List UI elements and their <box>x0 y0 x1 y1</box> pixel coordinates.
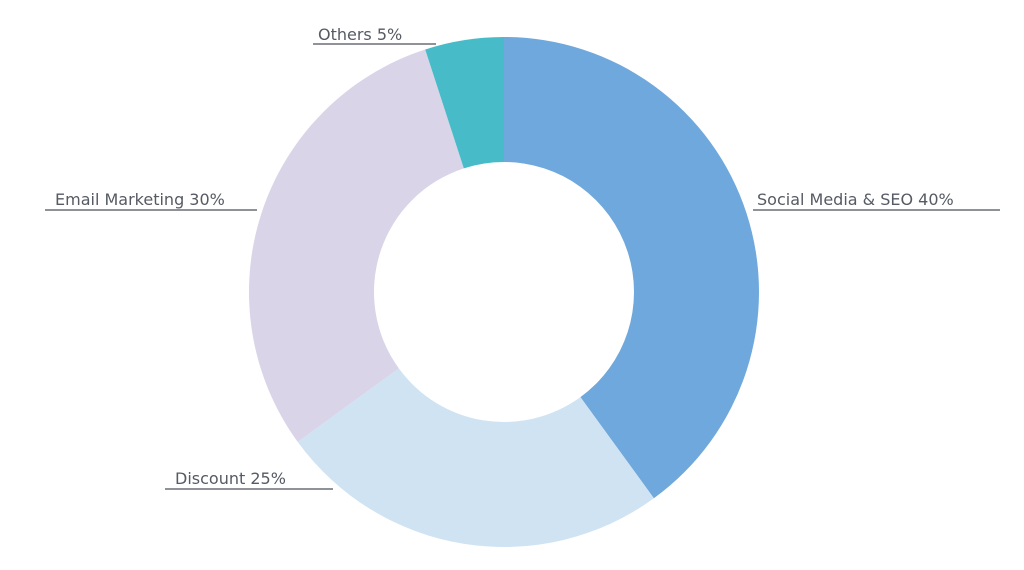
slice-others <box>425 37 504 169</box>
slice-label-discount: Discount 25% <box>175 469 286 488</box>
slice-social-media-seo <box>504 37 759 499</box>
slice-label-others: Others 5% <box>318 25 402 44</box>
labels-group: Social Media & SEO 40% Discount 25% Emai… <box>45 25 1000 490</box>
slice-discount <box>297 368 654 548</box>
slices-group <box>248 37 759 548</box>
slice-label-email-marketing: Email Marketing 30% <box>55 190 225 209</box>
slice-label-social-media-seo: Social Media & SEO 40% <box>757 190 954 209</box>
slice-email-marketing <box>248 49 464 442</box>
